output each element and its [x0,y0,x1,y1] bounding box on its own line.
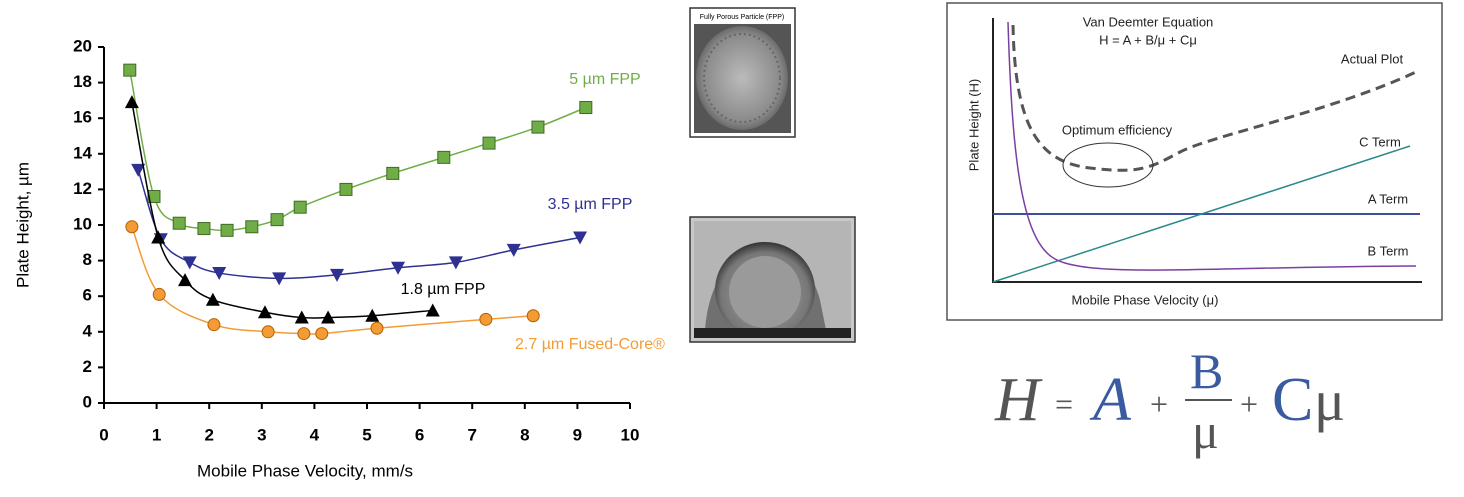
vd-optimum: Optimum efficiency [1062,122,1173,137]
data-point [178,273,193,287]
eq-h: H [994,366,1043,434]
data-point [506,243,521,257]
data-point [147,190,161,204]
vd-x-label: Mobile Phase Velocity (μ) [1072,292,1219,307]
y-tick-label: 0 [83,392,92,411]
data-point [172,216,186,230]
x-tick-label: 10 [621,425,640,444]
data-point [391,261,406,275]
series-line [131,102,433,319]
data-point [297,327,311,341]
data-point [212,267,227,281]
y-tick-label: 16 [73,108,92,127]
vd-a-term: A Term [1368,191,1408,206]
data-point [124,95,139,109]
y-tick-label: 20 [73,36,92,55]
data-point [437,150,451,164]
data-point [294,310,309,324]
eq-mu: μ [1314,368,1345,433]
data-point [245,220,259,234]
data-point [197,222,211,236]
series-label: 2.7 µm Fused-Core® [515,336,665,353]
data-point [151,230,166,244]
data-point [330,268,345,282]
x-tick-label: 1 [152,425,161,444]
data-point [526,309,540,323]
data-point [205,292,220,306]
x-tick-label: 5 [362,425,371,444]
data-point [482,136,496,150]
vd-y-label: Plate Height (H) [966,79,981,171]
vd-b-term: B Term [1368,243,1409,258]
data-point [425,303,440,317]
data-point [261,325,275,339]
y-tick-label: 2 [83,357,92,376]
van-deemter-diagram: Van Deemter Equation H = A + B/μ + Cμ Ac… [946,2,1443,321]
data-point [293,200,307,214]
x-tick-label: 4 [310,425,320,444]
data-point [365,308,380,322]
y-tick-label: 14 [73,143,92,162]
y-tick-label: 4 [83,321,93,340]
y-tick-label: 12 [73,179,92,198]
data-point [531,120,545,134]
series-line [129,69,587,232]
vd-title: Van Deemter Equation [1083,14,1214,29]
data-point [479,312,493,326]
x-tick-label: 9 [573,425,582,444]
data-point [272,272,287,286]
y-tick-label: 18 [73,72,92,91]
data-point [339,182,353,196]
data-point [579,101,593,115]
data-point [370,321,384,335]
data-point [315,327,329,341]
y-tick-label: 8 [83,250,92,269]
x-tick-label: 7 [467,425,476,444]
x-tick-label: 8 [520,425,529,444]
data-point [123,63,137,77]
data-point [220,223,234,237]
vd-c-term: C Term [1359,134,1401,149]
series-label: 1.8 µm FPP [401,281,486,298]
eq-plus: + [1150,386,1168,422]
vd-equation: H = A + B/μ + Cμ [1099,32,1197,47]
sem-label: Fully Porous Particle (FPP) [700,14,784,21]
eq-mu: μ [1192,403,1219,459]
data-point [152,287,166,301]
data-point [182,256,197,270]
y-tick-label: 6 [83,286,92,305]
eq-plus: + [1240,386,1258,422]
x-tick-label: 0 [99,425,108,444]
eq-equals: = [1055,386,1073,422]
series-label: 3.5 µm FPP [548,196,633,213]
x-tick-label: 3 [257,425,266,444]
x-axis-label: Mobile Phase Velocity, mm/s [197,461,413,480]
data-point [573,231,588,245]
data-point [257,305,272,319]
series-label: 5 µm FPP [569,71,640,88]
data-point [270,213,284,227]
sem-image-core [689,216,856,343]
y-tick-label: 10 [73,214,92,233]
x-tick-label: 6 [415,425,424,444]
eq-c: C [1272,366,1313,434]
data-point [321,310,336,324]
sem-image-fpp: Fully Porous Particle (FPP) [689,7,796,138]
data-point [125,220,139,234]
data-point [386,166,400,180]
data-point [207,318,221,332]
plot-area: Mobile Phase Velocity, mm/s Plate Height… [13,36,665,480]
y-axis-label: Plate Height, µm [13,162,32,288]
data-point [131,163,146,177]
eq-b: B [1190,343,1223,399]
equation: H = A + B μ + C μ [994,343,1345,459]
eq-a: A [1089,366,1132,434]
data-point [448,256,463,270]
vd-actual: Actual Plot [1341,51,1404,66]
x-tick-label: 2 [204,425,213,444]
series-line [137,169,581,280]
